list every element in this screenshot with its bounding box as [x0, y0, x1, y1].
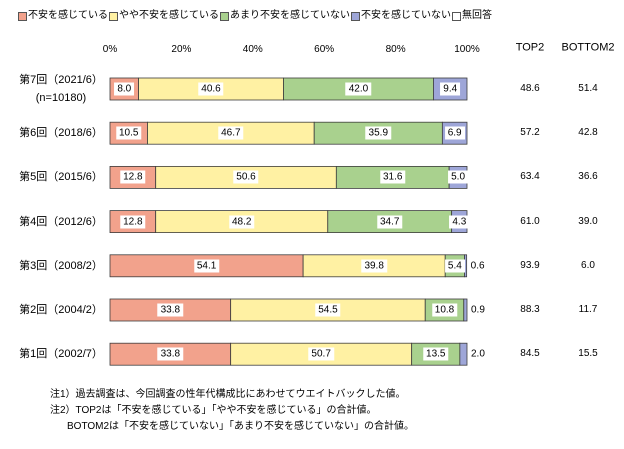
bar-segment: [463, 298, 468, 322]
category-name: 第2回（2004/2）: [19, 304, 103, 316]
category-label: 第2回（2004/2）: [12, 301, 110, 319]
legend-item: 無回答: [452, 10, 492, 22]
category-name: 第3回（2008/2）: [19, 259, 103, 272]
category-name: 第6回（2018/6）: [19, 127, 103, 140]
data-label: 50.6: [233, 170, 259, 184]
legend-item: あまり不安を感じていない: [220, 10, 350, 22]
legend-label: やや不安を感じている: [119, 10, 219, 21]
data-label: 8.0: [114, 82, 135, 96]
data-label: 5.4: [444, 259, 465, 273]
note-line: 注2）TOP2は「不安を感じている」「やや不安を感じている」の合計値。: [50, 405, 377, 416]
data-label: 12.8: [120, 215, 146, 229]
x-tick-label: 60%: [314, 44, 335, 55]
data-label: 0.6: [470, 260, 485, 272]
note-line: 注1）過去調査は、今回調査の性年代構成比にあわせてウエイトバックした値。: [50, 389, 406, 400]
category-name: 第1回（2002/7）: [19, 348, 103, 361]
legend-item: 不安を感じている: [18, 10, 108, 22]
summary-value: 88.3: [520, 304, 540, 315]
x-tick-label: 0%: [102, 44, 118, 55]
data-label: 13.5: [423, 347, 449, 361]
category-label: 第1回（2002/7）: [12, 345, 110, 363]
data-label: 35.9: [365, 126, 392, 140]
legend-label: 不安を感じていない: [361, 10, 451, 21]
summary-value: 11.7: [578, 304, 598, 315]
notes: 注1）過去調査は、今回調査の性年代構成比にあわせてウエイトバックした値。 注2）…: [50, 387, 414, 435]
legend-swatch: [351, 11, 360, 21]
data-label: 54.5: [315, 303, 341, 317]
summary-value: 36.6: [578, 171, 598, 183]
x-tick-label: 100%: [454, 44, 480, 55]
data-label: 39.8: [361, 259, 387, 273]
legend-item: やや不安を感じている: [109, 10, 219, 22]
legend-label: 不安を感じている: [28, 10, 108, 21]
legend-item: 不安を感じていない: [351, 10, 451, 22]
category-name: 第4回（2012/6）: [19, 215, 103, 228]
data-label: 6.9: [444, 126, 465, 140]
data-label: 42.0: [345, 82, 372, 96]
x-tick-label: 40%: [242, 44, 263, 55]
category-label: 第5回（2015/6）: [12, 168, 110, 186]
data-label: 9.4: [440, 82, 461, 96]
summary-value: 39.0: [578, 215, 598, 227]
legend-swatch: [109, 11, 118, 21]
data-label: 31.6: [380, 170, 406, 184]
data-label: 46.7: [218, 126, 244, 140]
data-label: 0.9: [471, 304, 485, 316]
summary-value: 51.4: [578, 83, 598, 94]
legend: 不安を感じている やや不安を感じている あまり不安を感じていない 不安を感じていない無…: [18, 10, 493, 22]
summary-value: 6.0: [581, 259, 595, 271]
category-label: 第3回（2008/2）: [12, 257, 110, 275]
category-name: 第7回（2021/6）: [19, 74, 103, 86]
summary-header: BOTTOM2: [561, 41, 615, 54]
bar-segment: [459, 342, 468, 366]
data-label: 34.7: [376, 215, 403, 229]
data-label: 54.1: [193, 259, 220, 273]
summary-value: 15.5: [578, 348, 598, 360]
legend-label: あまり不安を感じていない: [230, 10, 350, 21]
category-name: 第5回（2015/6）: [19, 171, 103, 184]
x-tick-label: 20%: [171, 44, 192, 55]
category-label: 第4回（2012/6）: [12, 213, 110, 231]
data-label: 4.3: [449, 215, 470, 229]
summary-value: 93.9: [520, 259, 540, 271]
data-label: 5.0: [448, 170, 469, 184]
summary-value: 57.2: [520, 127, 540, 139]
data-label: 10.8: [431, 303, 458, 317]
category-label: 第6回（2018/6）: [12, 124, 110, 142]
summary-header: TOP2: [515, 41, 545, 54]
data-label: 10.5: [116, 126, 142, 140]
legend-swatch: [220, 11, 229, 21]
x-tick-label: 80%: [385, 44, 406, 55]
summary-value: 61.0: [520, 215, 540, 227]
summary-value: 63.4: [520, 171, 540, 183]
legend-label: 無回答: [462, 10, 492, 21]
data-label: 33.8: [157, 347, 184, 361]
data-label: 2.0: [471, 348, 485, 360]
data-label: 40.6: [198, 82, 224, 96]
data-label: 48.2: [228, 215, 255, 229]
summary-value: 84.5: [520, 348, 540, 360]
legend-swatch: [18, 11, 27, 21]
data-label: 50.7: [308, 347, 334, 361]
category-label: 第7回（2021/6） (n=10180): [12, 71, 110, 107]
summary-value: 48.6: [520, 83, 540, 94]
data-label: 12.8: [120, 170, 146, 184]
category-sample-size: (n=10180): [35, 92, 87, 104]
legend-swatch: [452, 11, 461, 21]
summary-value: 42.8: [578, 127, 598, 139]
data-label: 33.8: [157, 303, 184, 317]
note-line: BOTOM2は「不安を感じていない」「あまり不安を感じていない」の合計値。: [67, 421, 415, 432]
